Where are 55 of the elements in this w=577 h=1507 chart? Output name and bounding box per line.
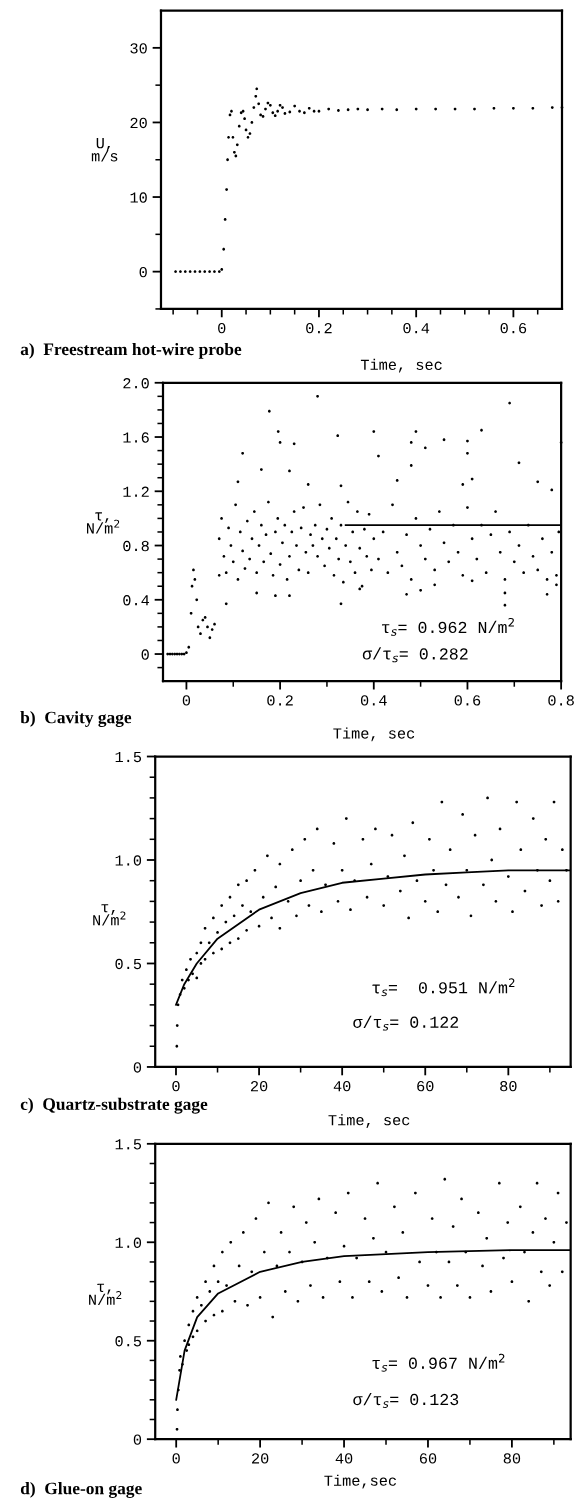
y-tick-label: 0.5 <box>115 1336 142 1347</box>
x-tick-label: 0 <box>172 1081 180 1092</box>
x-tick-label: 80 <box>500 1081 517 1092</box>
x-tick-label: 40 <box>333 1081 351 1092</box>
x-tick-label: 60 <box>417 1081 434 1092</box>
x-tick-label: 0.4 <box>403 322 430 334</box>
x-axis-title: Time,sec <box>324 1474 396 1489</box>
x-axis-title: Time, sec <box>333 727 415 742</box>
x-tick-label: 0 <box>218 322 226 334</box>
y-axis-title: τ, N/m$^{2}$ <box>93 904 126 926</box>
y-tick-label: 1.2 <box>123 486 149 497</box>
y-tick-label: 1.0 <box>115 855 142 866</box>
annotation: σ/τ$_{s}$= 0.122 <box>353 1015 459 1031</box>
x-tick-label: 0.2 <box>267 695 293 706</box>
y-tick-label: 0 <box>141 649 149 660</box>
x-tick-label: 0 <box>182 695 191 706</box>
y-tick-label: 30 <box>130 43 147 54</box>
annotation: τ$_{s}$= 0.951 N/m$^{2}$ <box>372 978 515 997</box>
x-axis-title: Time, sec <box>360 358 442 373</box>
y-tick-label: 0.5 <box>115 958 142 970</box>
x-axis-title: Time, sec <box>328 1114 410 1128</box>
y-tick-label: 1.5 <box>115 1139 142 1150</box>
y-tick-label: 0 <box>133 1062 142 1073</box>
x-tick-label: 0.4 <box>360 695 387 706</box>
annotation: σ/τ$_{s}$= 0.282 <box>362 647 468 663</box>
y-tick-label: 0.4 <box>123 595 150 606</box>
x-tick-label: 40 <box>335 1453 353 1464</box>
x-tick-label: 0.6 <box>454 695 481 706</box>
annotation: τ$_{s}$= 0.962 N/m$^{2}$ <box>381 617 514 636</box>
y-tick-label: 0 <box>133 1434 142 1445</box>
y-axis-title: τ, N/m$^{2}$ <box>87 512 120 534</box>
text: b) Cavity gage <box>20 711 132 727</box>
annotation: τ$_{s}$= 0.967 N/m$^{2}$ <box>372 1353 505 1372</box>
x-tick-label: 20 <box>250 1081 268 1092</box>
x-tick-label: 0.2 <box>306 322 332 334</box>
text: c) Quartz-substrate gage <box>20 1097 208 1114</box>
text: d) Glue-on gage <box>20 1482 142 1498</box>
y-axis-title: U, m/s <box>91 138 118 162</box>
x-tick-label: 0.8 <box>548 695 574 706</box>
y-tick-label: 20 <box>130 117 147 129</box>
y-tick-label: 1.0 <box>115 1237 142 1248</box>
y-tick-label: 2.0 <box>123 378 149 389</box>
y-tick-label: 1.6 <box>123 432 149 443</box>
y-tick-label: 1.5 <box>115 751 142 763</box>
x-tick-label: 0.6 <box>500 322 527 334</box>
annotation: σ/τ$_{s}$= 0.123 <box>353 1392 459 1408</box>
y-tick-label: 10 <box>130 192 147 203</box>
x-tick-label: 0 <box>172 1453 180 1464</box>
x-tick-label: 20 <box>252 1453 269 1464</box>
x-tick-label: 80 <box>503 1453 521 1464</box>
y-tick-label: 0.8 <box>123 540 149 552</box>
x-tick-label: 60 <box>419 1453 437 1464</box>
text: a) Freestream hot-wire probe <box>20 342 242 359</box>
y-tick-label: 0 <box>139 266 147 278</box>
y-axis-title: τ, N/m$^{2}$ <box>89 1283 122 1305</box>
